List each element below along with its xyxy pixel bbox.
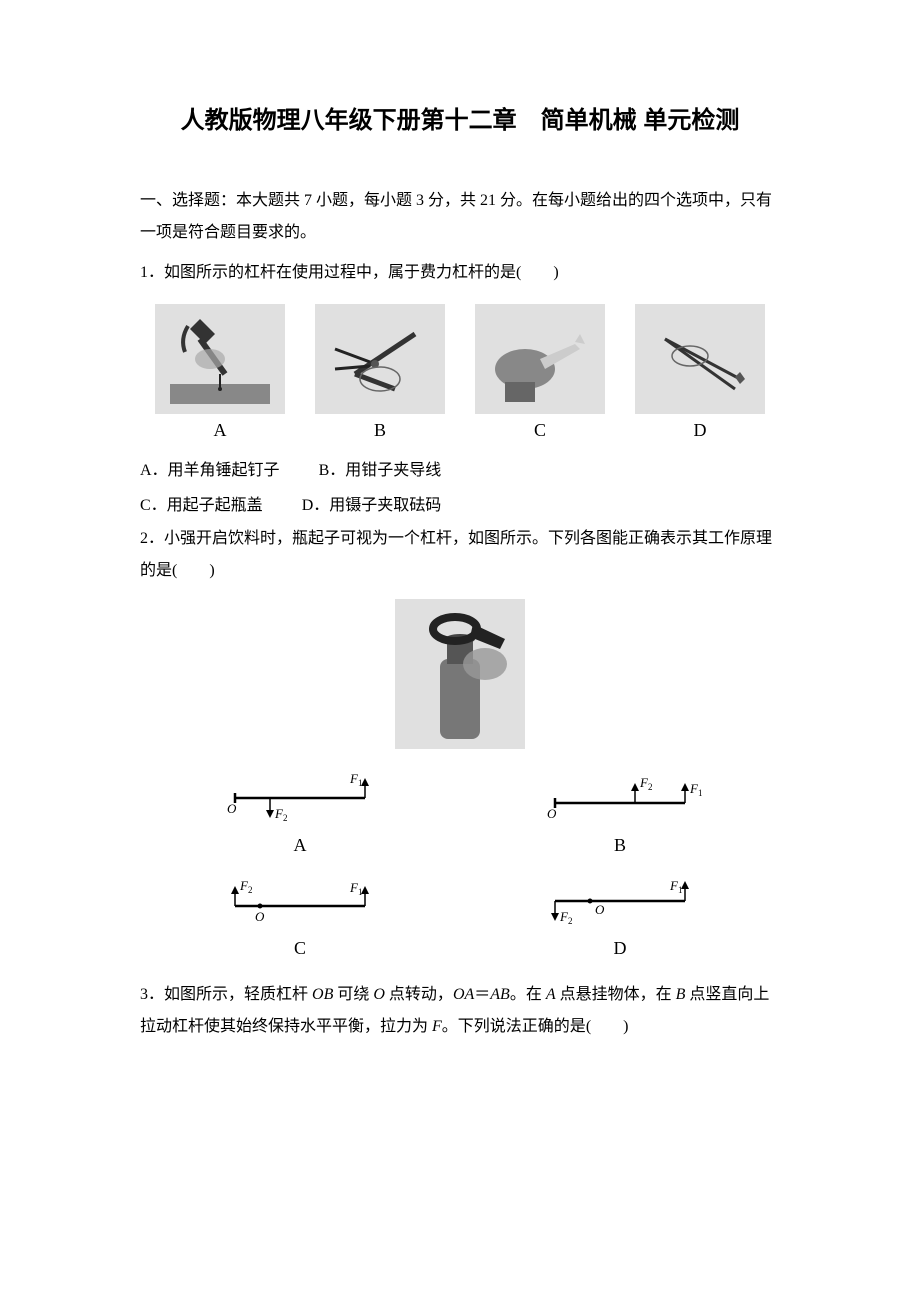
q1-figures: A B C [140,304,780,441]
q2-center-figure [140,599,780,755]
q2-stem: 2．小强开启饮料时，瓶起子可视为一个杠杆，如图所示。下列各图能正确表示其工作原理… [140,523,780,587]
svg-text:1: 1 [678,885,683,895]
q2-lever-row1: O F1 F2 A O F1 F2 B [140,773,780,856]
q2-lever-b: O F1 F2 B [535,773,705,856]
q3-B: B [676,986,686,1003]
q3-A: A [546,986,556,1003]
svg-text:O: O [547,806,557,821]
q1-text: 1．如图所示的杠杆在使用过程中，属于费力杠杆的是 [140,264,516,281]
q2-label-b: B [535,835,705,856]
tweezers-icon [635,304,765,414]
q1-label-c: C [475,420,605,441]
q1-fig-d: D [635,304,765,441]
q3-m4: 点悬挂物体，在 [556,986,676,1003]
q1-stem: 1．如图所示的杠杆在使用过程中，属于费力杠杆的是( ) [140,257,780,289]
bottle-opener-icon [395,599,525,749]
q1-label-d: D [635,420,765,441]
q3-OA: OA [453,986,474,1003]
q1-fig-c: C [475,304,605,441]
q1-label-a: A [155,420,285,441]
q1-opt-b: B．用钳子夹导线 [319,453,442,488]
svg-text:1: 1 [358,887,363,897]
q2-label-c: C [215,938,385,959]
q2-lever-a: O F1 F2 A [215,773,385,856]
svg-text:O: O [595,902,605,917]
q3-pre: 3．如图所示，轻质杠杆 [140,986,312,1003]
q3-AB: AB [490,986,510,1003]
pliers-icon [315,304,445,414]
q2-label-d: D [535,938,705,959]
q3-OB: OB [312,986,333,1003]
svg-text:2: 2 [648,782,653,792]
q3-m6: 。下列说法正确的是 [442,1018,586,1035]
svg-text:2: 2 [568,916,573,926]
q3-m1: 可绕 [333,986,373,1003]
q2-label-a: A [215,835,385,856]
svg-text:2: 2 [283,813,288,823]
svg-text:2: 2 [248,885,253,895]
q1-opt-a: A．用羊角锤起钉子 [140,453,280,488]
section-header: 一、选择题：本大题共 7 小题，每小题 3 分，共 21 分。在每小题给出的四个… [140,185,780,249]
opener-icon [475,304,605,414]
q3-blank: ( ) [586,1018,629,1035]
q2-lever-row2: O F1 F2 C O F1 F2 D [140,876,780,959]
q1-blank: ( ) [516,264,559,281]
q3-eq: ＝ [474,986,490,1003]
q3-m2: 点转动， [385,986,453,1003]
svg-text:1: 1 [698,788,703,798]
hammer-icon [155,304,285,414]
q1-label-b: B [315,420,445,441]
q3-m3: 。在 [510,986,546,1003]
q1-options: A．用羊角锤起钉子 B．用钳子夹导线 C．用起子起瓶盖 D．用镊子夹取砝码 [140,453,780,523]
q3-O: O [373,986,385,1003]
page-title: 人教版物理八年级下册第十二章 简单机械 单元检测 [140,100,780,135]
q1-fig-a: A [155,304,285,441]
q2a-O: O [227,801,237,816]
q2-lever-d: O F1 F2 D [535,876,705,959]
q1-opt-d: D．用镊子夹取砝码 [302,488,442,523]
q2-text: 2．小强开启饮料时，瓶起子可视为一个杠杆，如图所示。下列各图能正确表示其工作原理… [140,530,772,579]
q2-blank: ( ) [172,562,215,579]
q2-lever-c: O F1 F2 C [215,876,385,959]
q3-F: F [432,1018,442,1035]
svg-text:1: 1 [358,778,363,788]
q1-fig-b: B [315,304,445,441]
svg-text:O: O [255,909,265,924]
q3-stem: 3．如图所示，轻质杠杆 OB 可绕 O 点转动，OA＝AB。在 A 点悬挂物体，… [140,979,780,1043]
q1-opt-c: C．用起子起瓶盖 [140,488,263,523]
